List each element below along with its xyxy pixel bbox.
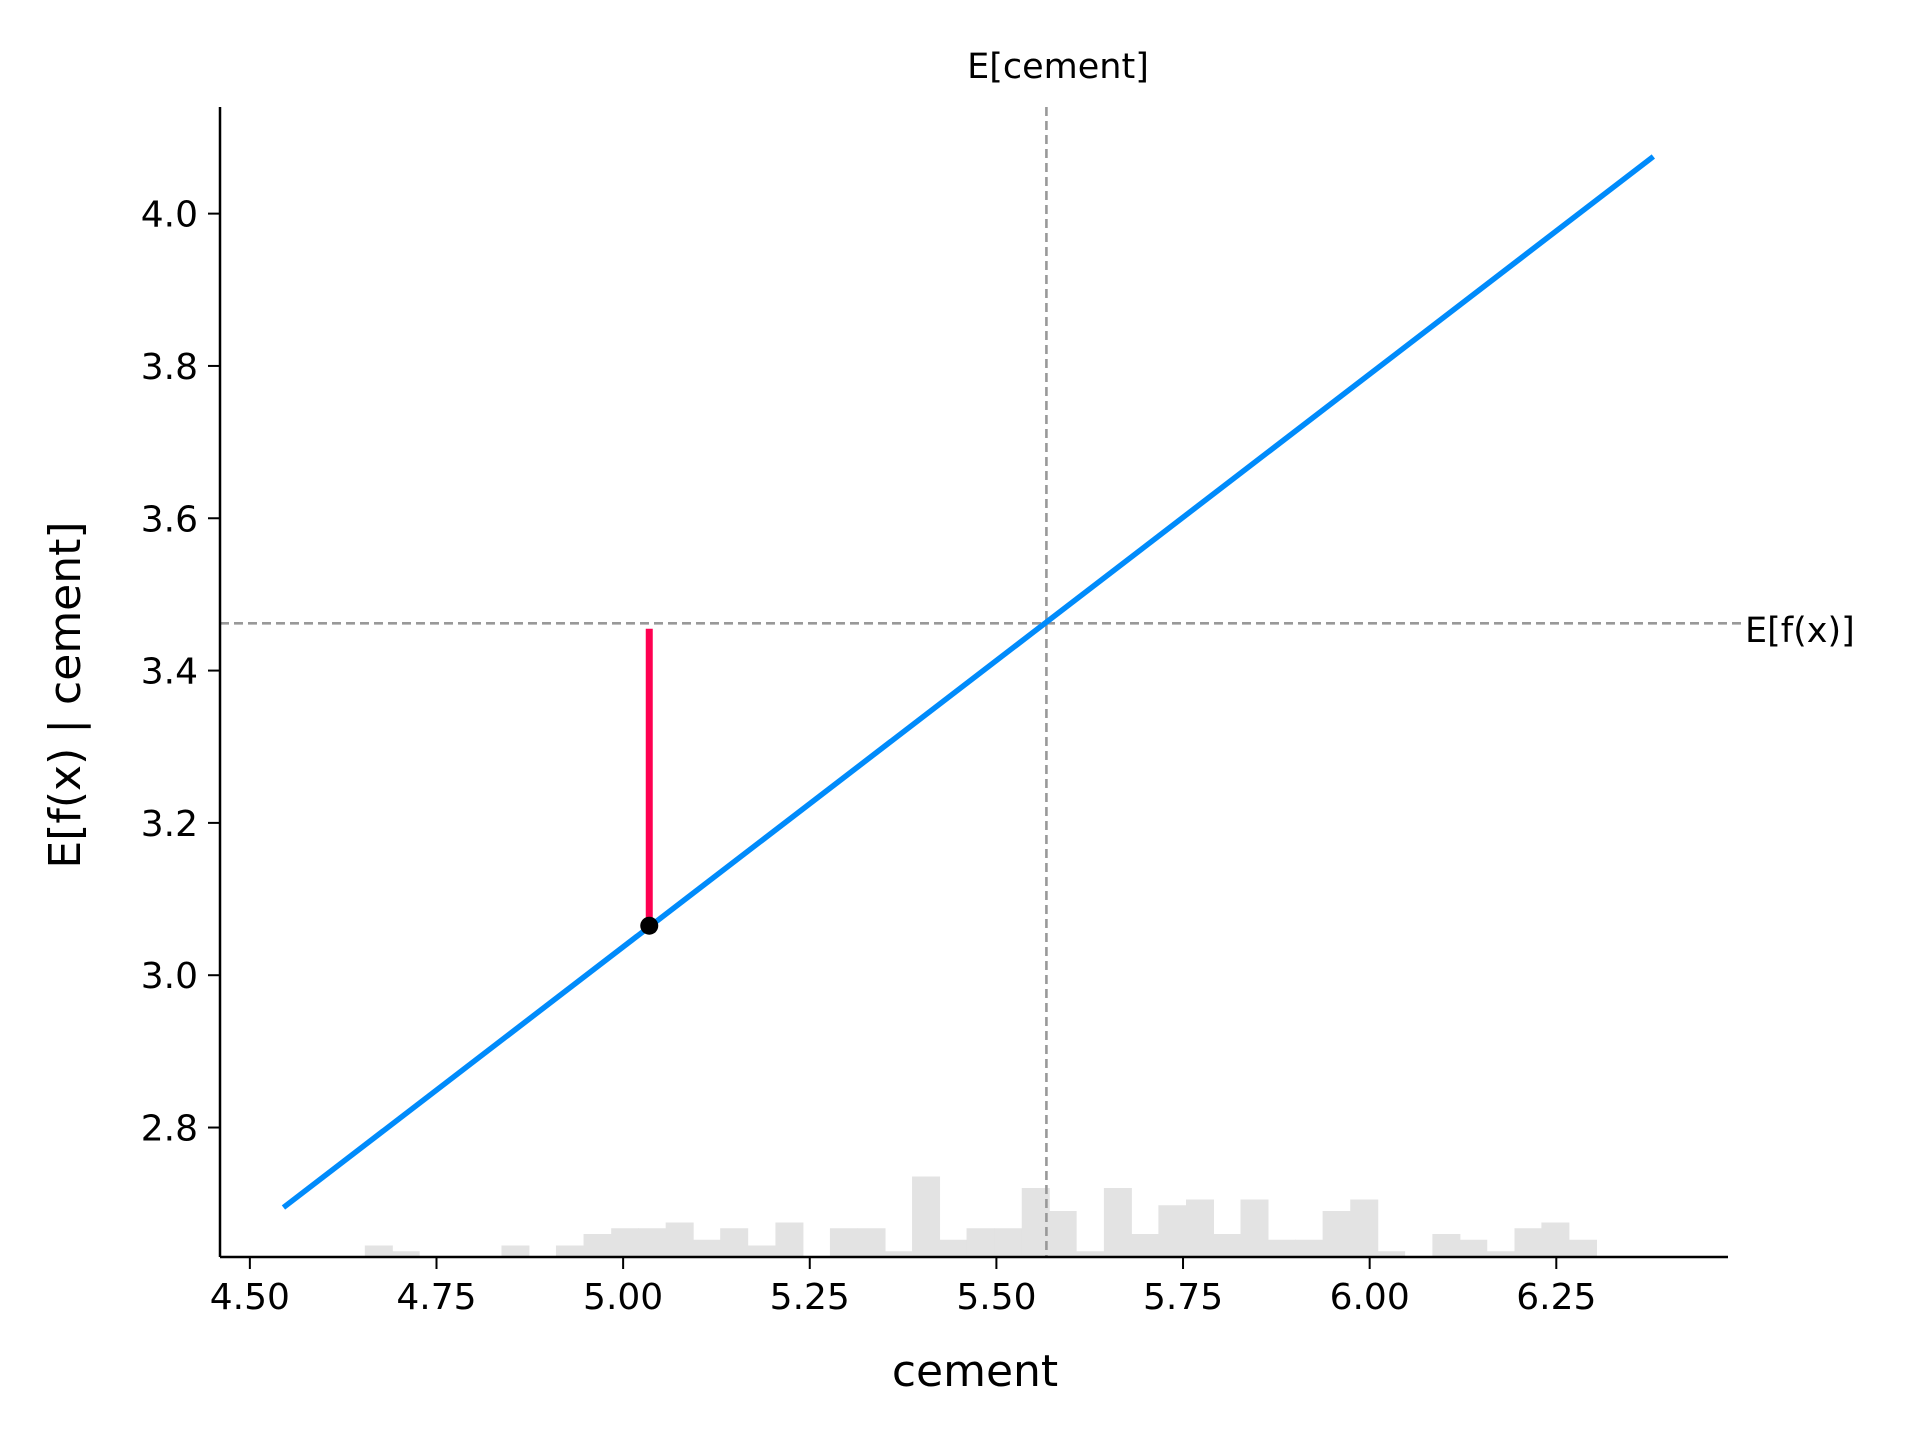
histogram-bar [1158, 1205, 1187, 1257]
histogram-bar [665, 1222, 694, 1257]
x-axis-title: cement [892, 1346, 1058, 1397]
histogram-bar [1186, 1199, 1215, 1257]
histogram-bar [747, 1245, 776, 1257]
expected-y-label: E[f(x)] [1745, 611, 1855, 651]
histogram-bar [1212, 1234, 1241, 1257]
histogram-bar [912, 1176, 941, 1257]
histogram-bar [939, 1239, 968, 1257]
expected-value-reference-lines [220, 107, 1742, 1257]
histogram-bar [1268, 1239, 1297, 1257]
histogram-bar [1048, 1211, 1077, 1257]
x-tick-label: 4.50 [210, 1277, 290, 1318]
y-tick-label: 4.0 [141, 195, 198, 236]
y-tick-label: 3.4 [141, 652, 198, 693]
sample-point [640, 916, 659, 935]
y-tick-label: 3.6 [141, 499, 198, 540]
histogram-bar [1240, 1199, 1269, 1257]
feature-histogram [364, 1176, 1597, 1257]
x-tick-label: 5.75 [1143, 1277, 1223, 1318]
histogram-bar [994, 1228, 1023, 1257]
histogram-bar [1377, 1251, 1406, 1257]
histogram-bar [1130, 1234, 1159, 1257]
histogram-bar [1486, 1251, 1515, 1257]
histogram-bar [884, 1251, 913, 1257]
y-tick-label: 3.0 [141, 956, 198, 997]
histogram-bar [857, 1228, 886, 1257]
dependence-line-layer [281, 154, 1656, 1210]
histogram-bar [720, 1228, 749, 1257]
x-axis-ticks: 4.50 4.75 5.00 5.25 5.50 5.75 6.00 6.25 [210, 1257, 1596, 1318]
histogram-bar [1021, 1188, 1050, 1257]
x-tick-label: 6.25 [1516, 1277, 1596, 1318]
y-axis-ticks: 2.8 3.0 3.2 3.4 3.6 3.8 4.0 [141, 195, 220, 1150]
histogram-bar [1514, 1228, 1543, 1257]
y-tick-label: 2.8 [141, 1109, 198, 1150]
expected-x-label: E[cement] [967, 47, 1149, 87]
dependence-line [281, 154, 1656, 1210]
histogram-bar [555, 1245, 584, 1257]
histogram-bar [1432, 1234, 1461, 1257]
histogram-bar [611, 1228, 640, 1257]
x-tick-label: 5.00 [583, 1277, 663, 1318]
histogram-bar [1350, 1199, 1379, 1257]
histogram-bar [693, 1239, 722, 1257]
x-tick-label: 4.75 [396, 1277, 476, 1318]
histogram-bar [966, 1228, 995, 1257]
histogram-bar [1103, 1188, 1132, 1257]
histogram-bar [1568, 1239, 1597, 1257]
histogram-bar [1295, 1239, 1324, 1257]
sample-point-layer [640, 916, 659, 935]
histogram-bar [638, 1228, 667, 1257]
axes [218, 107, 1728, 1259]
histogram-bar [1541, 1222, 1570, 1257]
y-tick-label: 3.2 [141, 804, 198, 845]
y-tick-label: 3.8 [141, 347, 198, 388]
histogram-bar [364, 1245, 393, 1257]
histogram-bar [583, 1234, 612, 1257]
histogram-bar [829, 1228, 858, 1257]
histogram-bar [1459, 1239, 1488, 1257]
x-tick-label: 5.50 [956, 1277, 1036, 1318]
histogram-bar [501, 1245, 530, 1257]
y-axis-title: E[f(x) | cement] [40, 521, 91, 868]
histogram-bar [391, 1251, 420, 1257]
histogram-bar [1076, 1251, 1105, 1257]
x-tick-label: 6.00 [1330, 1277, 1410, 1318]
histogram-bar [1322, 1211, 1351, 1257]
histogram-bar [775, 1222, 804, 1257]
x-tick-label: 5.25 [770, 1277, 850, 1318]
